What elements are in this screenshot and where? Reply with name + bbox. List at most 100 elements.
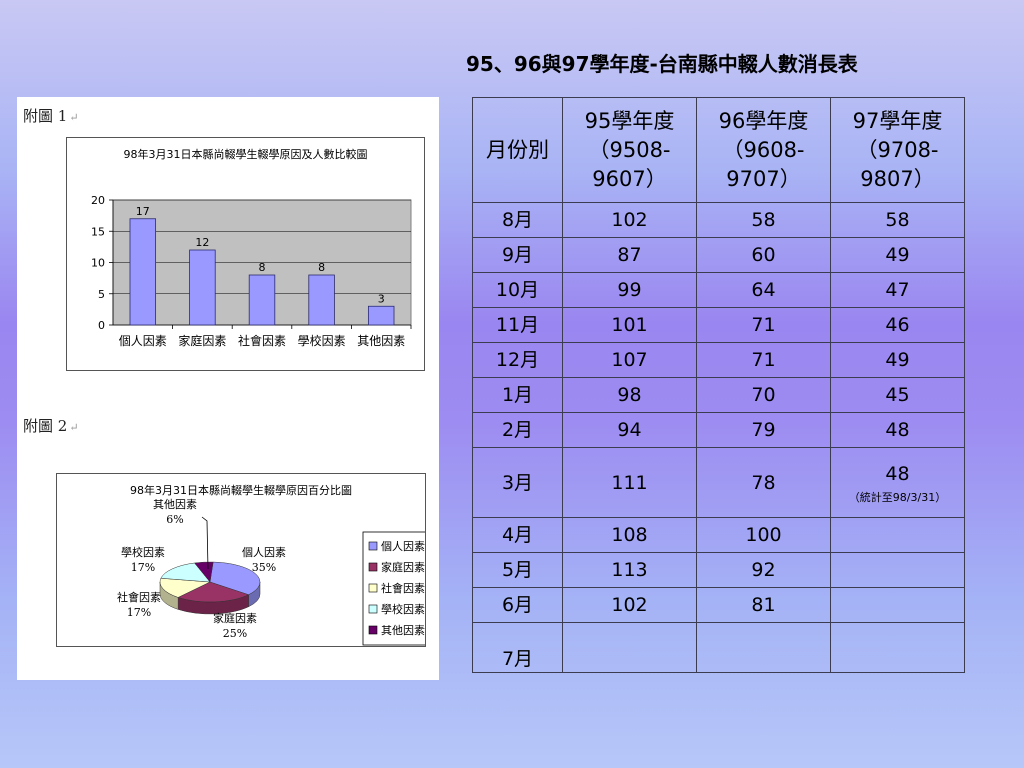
cell-y97: 49: [830, 237, 965, 273]
cell-y97: [830, 552, 965, 588]
slide-title: 95、96與97學年度-台南縣中輟人數消長表: [466, 52, 858, 76]
header-year-95: 95學年度 （9508- 9607）: [562, 97, 697, 203]
header-year-96: 96學年度 （9608- 9707）: [696, 97, 831, 203]
cell-y95: 101: [562, 307, 697, 343]
cell-month: 2月: [472, 412, 563, 448]
pie-leader-line: [201, 516, 209, 570]
dropout-table: 月份別 95學年度 （9508- 9607） 96學年度 （9608- 9707…: [472, 97, 965, 673]
table-row: 10月 99 64 47: [472, 272, 965, 308]
figure-2-caption: 附圖 2 ↵: [23, 415, 79, 436]
cell-y97: 47: [830, 272, 965, 308]
cell-y96: 60: [696, 237, 831, 273]
cell-y96: 64: [696, 272, 831, 308]
cell-y97: 45: [830, 377, 965, 413]
pie-slice: [159, 577, 211, 598]
cell-y95: 107: [562, 342, 697, 378]
cell-y97: [830, 587, 965, 623]
table-row: 2月 94 79 48: [472, 412, 965, 448]
cell-y96: 58: [696, 202, 831, 238]
cell-month: 5月: [472, 552, 563, 588]
cell-y97: [830, 517, 965, 553]
cell-y95: 99: [562, 272, 697, 308]
cell-y96: 78: [696, 447, 831, 518]
pie-slice: [194, 561, 214, 583]
y-tick-label: 20: [91, 194, 105, 207]
cell-y95: 102: [562, 202, 697, 238]
pie-percent-label: 17%: [131, 561, 155, 574]
pie-category-label: 個人因素: [242, 546, 286, 559]
cell-y97: 58: [830, 202, 965, 238]
table-row: 5月 113 92: [472, 552, 965, 588]
legend-label: 社會因素: [381, 581, 425, 595]
pie-slice: [177, 581, 250, 603]
cell-y96: 81: [696, 587, 831, 623]
statistics-note: （統計至98/3/31）: [848, 490, 947, 504]
legend-swatch: [368, 625, 378, 635]
y-tick-label: 15: [91, 225, 105, 238]
table-row: 8月 102 58 58: [472, 202, 965, 238]
pie-category-label: 社會因素: [117, 590, 161, 604]
cell-y95: 98: [562, 377, 697, 413]
x-category-label: 社會因素: [238, 333, 286, 348]
cell-month: 10月: [472, 272, 563, 308]
bar: [129, 218, 157, 326]
legend-label: 學校因素: [381, 602, 425, 616]
table-row: 12月 107 71 49: [472, 342, 965, 378]
bar: [248, 274, 276, 326]
figure-1-caption: 附圖 1 ↵: [23, 105, 79, 126]
cell-y97-with-note: 48 （統計至98/3/31）: [830, 447, 965, 518]
cell-month: 6月: [472, 587, 563, 623]
legend-swatch: [368, 562, 378, 572]
x-category-label: 其他因素: [357, 334, 405, 348]
return-mark-icon: ↵: [69, 421, 79, 434]
cell-y95: 87: [562, 237, 697, 273]
cell-y97: 48: [830, 412, 965, 448]
table-row: 1月 98 70 45: [472, 377, 965, 413]
cell-y95: [562, 622, 697, 673]
cell-y96: 92: [696, 552, 831, 588]
pie-slice: [160, 562, 211, 583]
cell-month: 7月: [472, 622, 563, 673]
bar: [367, 305, 395, 326]
cell-month: 8月: [472, 202, 563, 238]
cell-month: 11月: [472, 307, 563, 343]
figure-2-caption-text: 附圖 2: [23, 417, 68, 435]
cell-y96: 70: [696, 377, 831, 413]
legend-label: 個人因素: [381, 540, 425, 553]
legend-label: 家庭因素: [381, 560, 425, 574]
cell-month: 9月: [472, 237, 563, 273]
table-row: 7月: [472, 622, 965, 673]
table-header-row: 月份別 95學年度 （9508- 9607） 96學年度 （9608- 9707…: [472, 97, 965, 203]
bar-chart: 98年3月31日本縣尚輟學生輟學原因及人數比較圖 0 5 10 15 20 17 個人因素 1…: [66, 137, 425, 371]
pie-percent-label: 6%: [166, 513, 183, 526]
bar-data-label: 12: [195, 236, 209, 249]
cell-y95: 102: [562, 587, 697, 623]
pie-chart: 98年3月31日本縣尚輟學生輟學原因百分比圖 個人因素 35% 家庭因素 25% 社會因…: [56, 473, 426, 647]
legend-swatch: [368, 541, 378, 551]
legend-swatch: [368, 583, 378, 593]
pie-category-label: 學校因素: [121, 545, 165, 559]
pie-category-label: 其他因素: [153, 498, 197, 511]
x-category-label: 個人因素: [119, 334, 167, 348]
table-row: 3月 111 78 48 （統計至98/3/31）: [472, 447, 965, 518]
pie-chart-svg: 個人因素 35% 家庭因素 25% 社會因素 17% 學校因素 17% 其他因素 6% 個人因素家庭…: [117, 498, 425, 646]
cell-y95: 113: [562, 552, 697, 588]
header-month: 月份別: [472, 97, 563, 203]
cell-y96: [696, 622, 831, 673]
cell-y96: 71: [696, 307, 831, 343]
y-tick-label: 5: [98, 288, 105, 301]
x-category-label: 家庭因素: [178, 333, 226, 348]
header-year-97: 97學年度 （9708- 9807）: [830, 97, 965, 203]
table-row: 11月 101 71 46: [472, 307, 965, 343]
return-mark-icon: ↵: [69, 111, 79, 124]
cell-y96: 79: [696, 412, 831, 448]
cell-y95: 94: [562, 412, 697, 448]
bar-data-label: 8: [259, 261, 266, 274]
figure-panel: 附圖 1 ↵ 98年3月31日本縣尚輟學生輟學原因及人數比較圖 0 5 10 15 20 1…: [17, 97, 439, 680]
bar-chart-title: 98年3月31日本縣尚輟學生輟學原因及人數比較圖: [123, 148, 368, 161]
cell-y95: 108: [562, 517, 697, 553]
pie-slice: [209, 561, 261, 596]
legend-swatch: [368, 604, 378, 614]
pie-percent-label: 35%: [252, 561, 276, 574]
bar-data-label: 17: [136, 205, 150, 218]
